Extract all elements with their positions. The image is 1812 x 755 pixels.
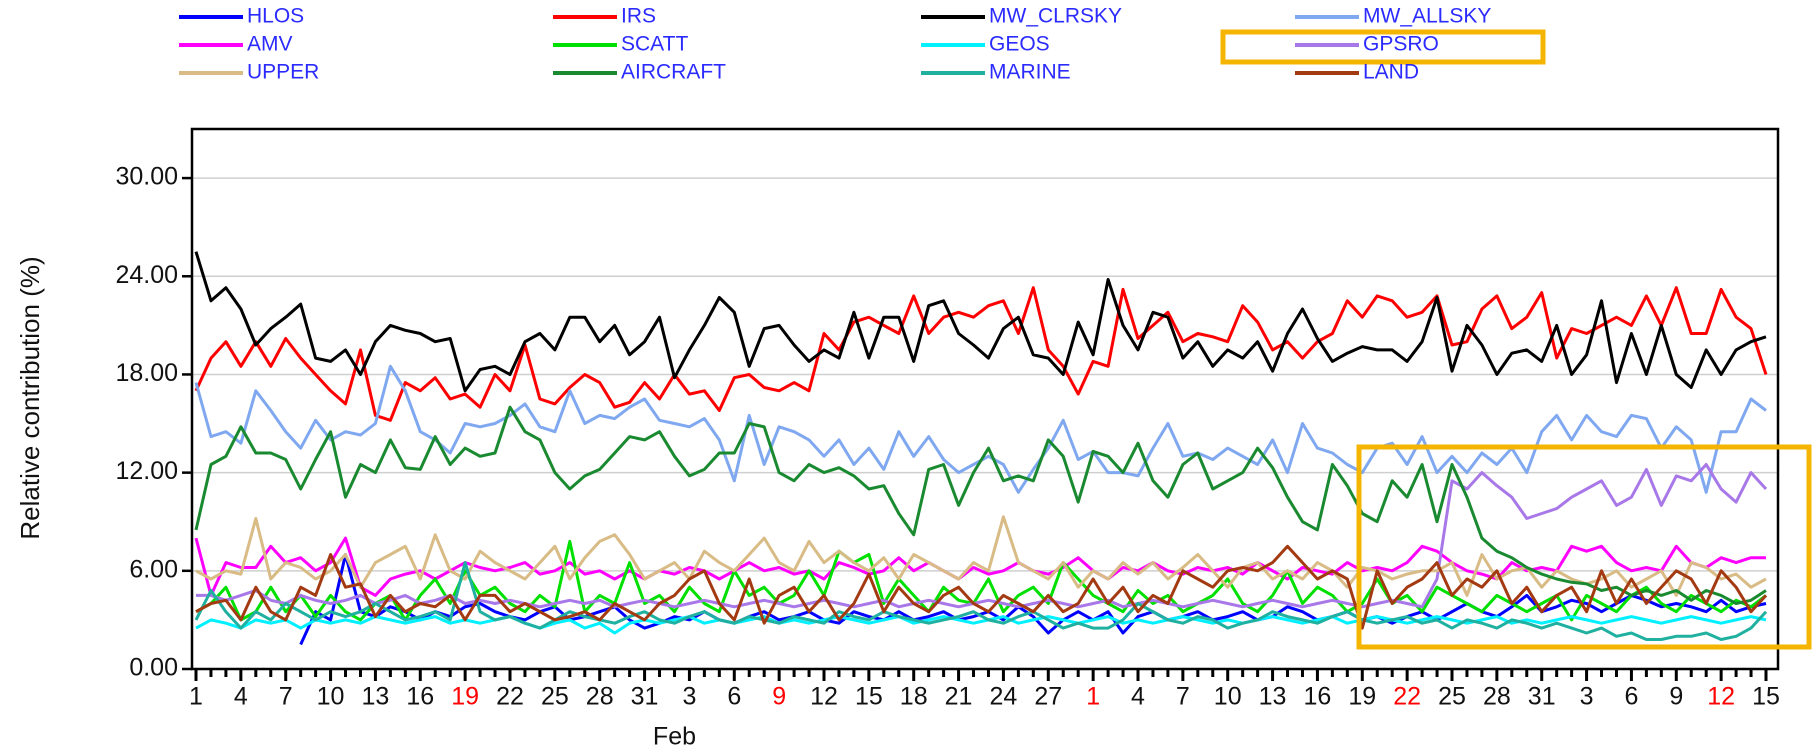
grid xyxy=(192,177,1778,670)
x-tick-label: 22 xyxy=(496,683,524,711)
x-tick-label: 4 xyxy=(234,683,248,711)
x-tick-label: 12 xyxy=(810,683,838,711)
x-tick-label: 13 xyxy=(1259,683,1287,711)
x-tick-label: 31 xyxy=(1528,683,1556,711)
x-tick-label: 28 xyxy=(1483,683,1511,711)
x-tick-label: 6 xyxy=(1624,683,1638,711)
x-tick-label: 16 xyxy=(1304,683,1332,711)
y-tick-label: 24.00 xyxy=(115,261,178,289)
legend-label: MW_CLRSKY xyxy=(989,5,1122,28)
x-tick-label: 15 xyxy=(855,683,883,711)
series-line xyxy=(194,561,1768,641)
series-line xyxy=(194,364,1767,494)
x-tick-label: 1 xyxy=(189,683,203,711)
x-tick-label: 7 xyxy=(1176,683,1190,711)
lines xyxy=(194,251,1768,646)
x-tick-label: 3 xyxy=(682,683,696,711)
x-tick-label: 15 xyxy=(1752,683,1780,711)
highlight-box xyxy=(1220,29,1546,65)
legend-label: AMV xyxy=(247,33,293,56)
x-tick-label: 10 xyxy=(1214,683,1242,711)
series-line xyxy=(194,286,1768,422)
x-tick-label: 27 xyxy=(1034,683,1062,711)
y-tick-label: 18.00 xyxy=(115,359,178,387)
x-tick-label: 9 xyxy=(772,683,786,711)
x-axis-label: Feb xyxy=(653,723,696,751)
x-tick-label: 7 xyxy=(279,683,293,711)
series-line xyxy=(195,515,1767,597)
legend-label: LAND xyxy=(1363,61,1419,84)
legend-label: MARINE xyxy=(989,61,1071,84)
plot-frame xyxy=(190,127,1780,671)
x-tick-label: 16 xyxy=(406,683,434,711)
x-tick-label: 25 xyxy=(541,683,569,711)
x-tick-label: 18 xyxy=(900,683,928,711)
series-line xyxy=(299,553,1767,646)
legend-label: IRS xyxy=(621,5,656,28)
y-tick-label: 0.00 xyxy=(129,654,178,682)
x-tick-label: 1 xyxy=(1086,683,1100,711)
x-tick-label: 21 xyxy=(945,683,973,711)
series-line xyxy=(194,251,1767,393)
x-tick-label: 13 xyxy=(362,683,390,711)
legend-label: HLOS xyxy=(247,5,304,28)
y-axis-title: Relative contribution (%) xyxy=(15,256,45,539)
series-line xyxy=(194,536,1766,597)
series-line xyxy=(195,615,1767,635)
x-tick-label: 22 xyxy=(1393,683,1421,711)
legend-label: GPSRO xyxy=(1363,33,1439,56)
legend-label: SCATT xyxy=(621,33,688,56)
x-tick-label: 6 xyxy=(727,683,741,711)
legend-label: UPPER xyxy=(247,61,319,84)
x-tick-label: 24 xyxy=(990,683,1018,711)
highlight-box xyxy=(1356,444,1812,650)
x-tick-label: 28 xyxy=(586,683,614,711)
y-tick-label: 12.00 xyxy=(115,457,178,485)
legend-label: MW_ALLSKY xyxy=(1363,5,1491,28)
y-tick-label: 6.00 xyxy=(129,555,178,583)
legend-label: GEOS xyxy=(989,33,1050,56)
x-tick-label: 3 xyxy=(1580,683,1594,711)
x-tick-label: 12 xyxy=(1707,683,1735,711)
series-line xyxy=(194,405,1767,605)
x-tick-label: 4 xyxy=(1131,683,1145,711)
x-tick-label: 19 xyxy=(451,683,479,711)
x-tick-label: 31 xyxy=(631,683,659,711)
series-line xyxy=(195,544,1768,630)
x-tick-label: 19 xyxy=(1348,683,1376,711)
y-tick-label: 30.00 xyxy=(115,163,178,191)
x-tick-label: 25 xyxy=(1438,683,1466,711)
x-tick-label: 9 xyxy=(1669,683,1683,711)
series-line xyxy=(196,463,1768,609)
x-tick-label: 10 xyxy=(317,683,345,711)
legend-label: AIRCRAFT xyxy=(621,61,726,84)
